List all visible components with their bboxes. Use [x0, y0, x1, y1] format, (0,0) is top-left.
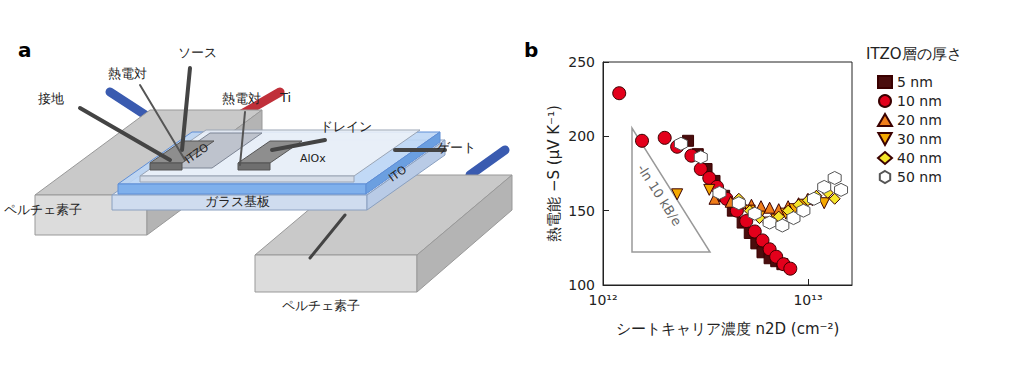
svg-text:熱電対: 熱電対 — [108, 66, 147, 81]
svg-text:ドレイン: ドレイン — [320, 119, 372, 134]
svg-text:熱電対: 熱電対 — [222, 91, 261, 106]
svg-text:5 nm: 5 nm — [897, 74, 933, 90]
svg-text:-ln 10 kB/e: -ln 10 kB/e — [634, 161, 684, 228]
svg-text:200: 200 — [568, 128, 595, 144]
svg-text:熱電能 −S (μV K⁻¹): 熱電能 −S (μV K⁻¹) — [545, 105, 563, 242]
svg-text:a: a — [18, 38, 32, 62]
svg-text:40 nm: 40 nm — [897, 150, 942, 166]
svg-text:ITO: ITO — [386, 163, 409, 185]
svg-text:ソース: ソース — [178, 45, 217, 60]
svg-text:ペルチェ素子: ペルチェ素子 — [282, 298, 360, 313]
svg-text:150: 150 — [568, 203, 595, 219]
svg-text:250: 250 — [568, 54, 595, 70]
svg-text:100: 100 — [568, 277, 595, 293]
svg-text:10¹²: 10¹² — [588, 292, 617, 308]
svg-text:10¹³: 10¹³ — [793, 292, 822, 308]
svg-text:10 nm: 10 nm — [897, 93, 942, 109]
svg-text:ペルチェ素子: ペルチェ素子 — [4, 202, 82, 217]
svg-text:30 nm: 30 nm — [897, 131, 942, 147]
svg-text:b: b — [524, 38, 538, 62]
svg-text:50 nm: 50 nm — [897, 169, 942, 185]
svg-text:20 nm: 20 nm — [897, 112, 942, 128]
svg-text:シートキャリア濃度 n2D (cm⁻²): シートキャリア濃度 n2D (cm⁻²) — [616, 320, 840, 338]
svg-text:ITZO: ITZO — [182, 141, 211, 167]
svg-text:ガラス基板: ガラス基板 — [205, 194, 270, 209]
svg-text:Ti: Ti — [279, 90, 291, 105]
svg-text:ゲート: ゲート — [437, 140, 476, 155]
svg-text:接地: 接地 — [38, 91, 64, 106]
svg-text:ITZO層の厚さ: ITZO層の厚さ — [866, 45, 962, 63]
svg-text:AlOx: AlOx — [300, 152, 326, 165]
